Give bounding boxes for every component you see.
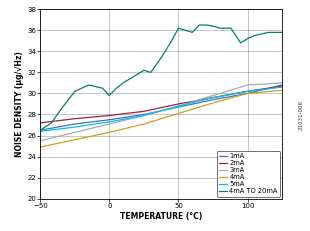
4mA TO 20mA [266, 31, 270, 34]
1mA [142, 113, 146, 116]
4mA TO 20mA [239, 42, 242, 44]
5mA [246, 90, 250, 93]
4mA TO 20mA [246, 37, 250, 40]
5mA [280, 86, 284, 88]
4mA TO 20mA [218, 27, 222, 30]
2mA [142, 110, 146, 113]
5mA [142, 114, 146, 117]
4mA TO 20mA [149, 71, 153, 74]
3mA [38, 139, 42, 142]
Line: 1mA: 1mA [40, 85, 282, 130]
2mA [211, 96, 215, 99]
4mA TO 20mA [229, 27, 233, 30]
4mA TO 20mA [211, 25, 215, 27]
4mA [142, 123, 146, 125]
4mA TO 20mA [190, 31, 194, 34]
4mA TO 20mA [114, 87, 118, 90]
1mA [108, 118, 111, 121]
3mA [246, 84, 250, 86]
3mA [280, 82, 284, 84]
2mA [280, 85, 284, 88]
4mA TO 20mA [121, 82, 125, 84]
1mA [211, 98, 215, 101]
3mA [142, 114, 146, 117]
Legend: 1mA, 2mA, 3mA, 4mA, 5mA, 4mA TO 20mA: 1mA, 2mA, 3mA, 4mA, 5mA, 4mA TO 20mA [217, 151, 280, 197]
5mA [73, 126, 77, 128]
Line: 4mA TO 20mA: 4mA TO 20mA [40, 25, 282, 130]
2mA [246, 90, 250, 93]
4mA [108, 131, 111, 134]
4mA TO 20mA [253, 34, 256, 37]
1mA [280, 84, 284, 86]
4mA TO 20mA [184, 29, 187, 32]
X-axis label: TEMPERATURE (°C): TEMPERATURE (°C) [120, 212, 202, 221]
5mA [38, 130, 42, 133]
4mA TO 20mA [197, 24, 201, 26]
2mA [38, 122, 42, 124]
Line: 5mA: 5mA [40, 87, 282, 131]
Y-axis label: NOISE DENSITY (μg/√Hz): NOISE DENSITY (μg/√Hz) [16, 51, 24, 157]
1mA [246, 92, 250, 95]
4mA [211, 101, 215, 104]
1mA [38, 129, 42, 132]
4mA [38, 146, 42, 149]
3mA [108, 123, 111, 125]
4mA TO 20mA [204, 24, 208, 26]
1mA [177, 106, 180, 109]
3mA [211, 94, 215, 97]
4mA TO 20mA [59, 108, 63, 111]
Text: 21031-006: 21031-006 [298, 100, 303, 131]
5mA [177, 105, 180, 107]
2mA [73, 117, 77, 120]
4mA TO 20mA [108, 94, 111, 97]
4mA TO 20mA [280, 31, 284, 34]
4mA TO 20mA [73, 90, 77, 93]
Line: 3mA: 3mA [40, 83, 282, 141]
Line: 2mA: 2mA [40, 86, 282, 123]
5mA [108, 120, 111, 123]
4mA TO 20mA [177, 27, 180, 30]
4mA TO 20mA [135, 73, 139, 76]
3mA [73, 131, 77, 134]
4mA [246, 92, 250, 95]
3mA [177, 105, 180, 107]
4mA TO 20mA [160, 55, 164, 58]
4mA TO 20mA [101, 87, 104, 90]
4mA [73, 138, 77, 141]
5mA [211, 96, 215, 99]
4mA TO 20mA [170, 40, 173, 42]
4mA [177, 112, 180, 115]
2mA [108, 114, 111, 117]
1mA [73, 123, 77, 125]
2mA [177, 103, 180, 105]
4mA TO 20mA [50, 122, 53, 124]
4mA TO 20mA [38, 129, 42, 132]
Line: 4mA: 4mA [40, 90, 282, 147]
4mA TO 20mA [142, 69, 146, 72]
4mA TO 20mA [87, 84, 91, 86]
4mA [280, 89, 284, 92]
